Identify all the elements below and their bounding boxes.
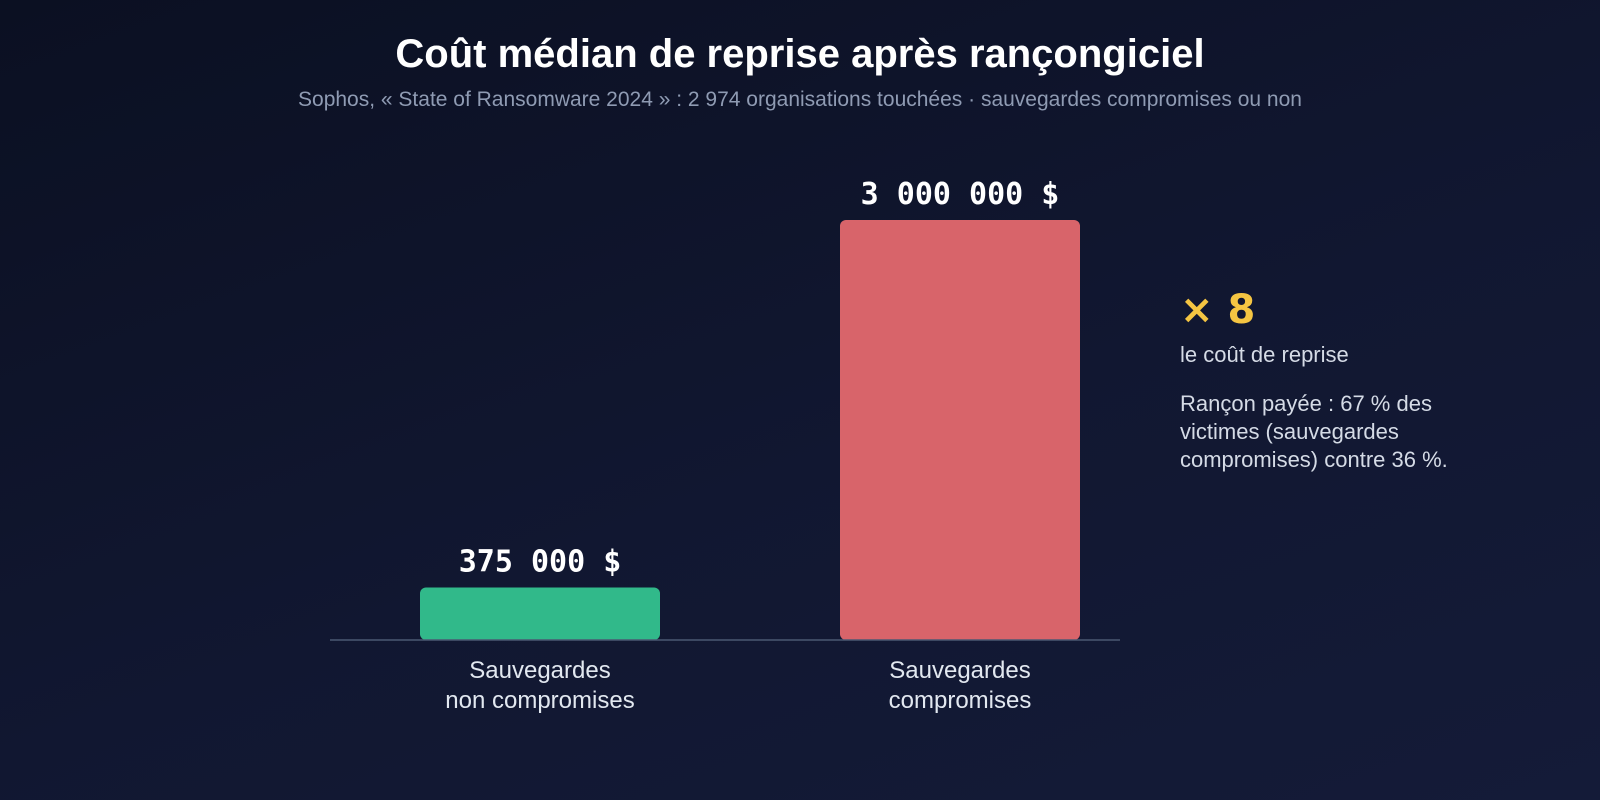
cost-multiplier: × 8 bbox=[1180, 287, 1256, 333]
category-label-non-compromised: non compromises bbox=[445, 687, 634, 714]
chart-subtitle: Sophos, « State of Ransomware 2024 » : 2… bbox=[298, 88, 1302, 111]
side-panel: × 8 le coût de reprise Rançon payée : 67… bbox=[1180, 288, 1480, 474]
chart-title: Coût médian de reprise après rançongicie… bbox=[395, 32, 1205, 76]
multiplier-caption: le coût de reprise bbox=[1180, 342, 1349, 367]
category-label-non-compromised: Sauvegardes bbox=[469, 657, 610, 684]
bar-value-label-compromised: 3 000 000 $ bbox=[861, 177, 1060, 212]
bar-value-label-non-compromised: 375 000 $ bbox=[459, 545, 622, 580]
category-label-compromised: Sauvegardes bbox=[889, 657, 1030, 684]
category-label-compromised: compromises bbox=[889, 687, 1032, 714]
bar-compromised bbox=[840, 220, 1080, 640]
ransom-paid-note: Rançon payée : 67 % des victimes (sauveg… bbox=[1180, 391, 1448, 472]
bar-non-compromised bbox=[420, 587, 660, 640]
